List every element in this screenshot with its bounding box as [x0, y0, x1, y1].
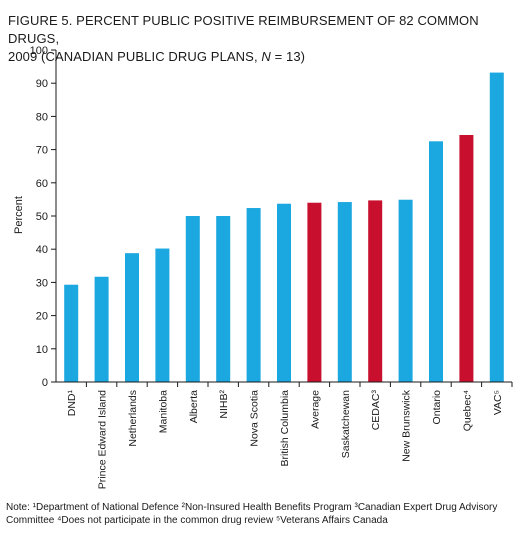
chart-title-line1: FIGURE 5. PERCENT PUBLIC POSITIVE REIMBU… — [8, 13, 479, 46]
bar — [459, 134, 474, 382]
x-tick-label: NIHB² — [218, 390, 230, 419]
bar — [337, 202, 352, 382]
bar — [489, 72, 504, 382]
y-tick-label: 20 — [36, 311, 48, 323]
x-tick-label: Saskatchewan — [340, 390, 352, 458]
y-tick-label: 70 — [36, 145, 48, 157]
bar — [216, 216, 231, 382]
bar — [307, 202, 322, 382]
bar — [398, 199, 413, 382]
y-tick-label: 10 — [36, 344, 48, 356]
chart-title-line2-pre: 2009 (CANADIAN PUBLIC DRUG PLANS, — [8, 49, 262, 64]
x-tick-label: CEDAC³ — [370, 390, 382, 431]
bar — [155, 248, 170, 382]
bar — [125, 253, 139, 382]
y-tick-label: 0 — [42, 377, 48, 389]
bar-chart: 0 10 20 30 40 50 60 70 80 90 100 DND¹ Prince Edward … — [13, 45, 513, 489]
y-tick-label: 80 — [36, 111, 48, 123]
bar — [246, 208, 261, 382]
bar — [429, 141, 443, 382]
y-tick-label: 50 — [36, 211, 48, 223]
chart-title-n: N — [261, 49, 271, 64]
y-tick-label: 60 — [36, 178, 48, 190]
y-axis-title: Percent — [13, 196, 25, 234]
x-tick-label: Nova Scotia — [249, 390, 261, 447]
footnote: Note: ¹Department of National Defence ²N… — [6, 502, 498, 526]
x-tick-label: Manitoba — [157, 390, 169, 433]
bar — [94, 276, 109, 382]
x-tick-label: Ontario — [431, 390, 443, 425]
x-tick-label: Prince Edward Island — [97, 390, 109, 489]
x-tick-label: New Brunswick — [401, 389, 413, 462]
x-tick-label: DND¹ — [66, 390, 78, 417]
bar — [64, 284, 79, 382]
x-tick-label: Alberta — [188, 390, 200, 423]
chart-title: FIGURE 5. PERCENT PUBLIC POSITIVE REIMBU… — [8, 12, 523, 66]
bar — [185, 216, 200, 382]
y-tick-label: 30 — [36, 277, 48, 289]
x-tick-label: Average — [309, 390, 321, 429]
x-tick-label: British Columbia — [279, 390, 291, 467]
x-tick-label: VAC⁵ — [492, 390, 504, 415]
chart-title-line2-post: = 13) — [270, 49, 306, 64]
y-tick-label: 100 — [30, 45, 48, 57]
x-tick-label: Quebec⁴ — [461, 390, 473, 431]
y-tick-label: 40 — [36, 244, 48, 256]
bar — [368, 200, 383, 382]
x-tick-label: Netherlands — [127, 390, 139, 447]
bar — [277, 203, 291, 382]
y-tick-label: 90 — [36, 78, 48, 90]
